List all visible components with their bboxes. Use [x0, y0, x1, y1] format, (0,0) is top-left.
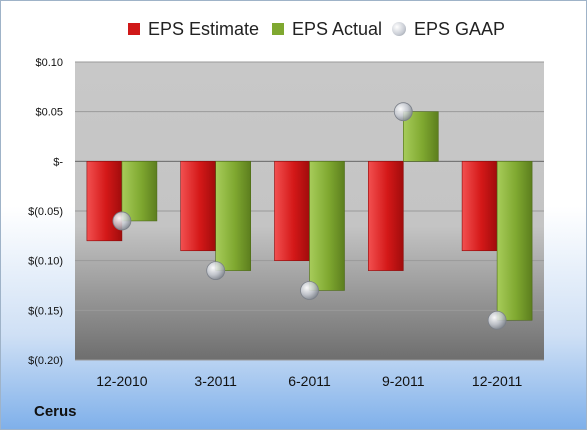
legend-swatch-estimate	[128, 23, 140, 35]
bar-eps-estimate	[180, 161, 216, 252]
legend-item-estimate: EPS Estimate	[128, 16, 259, 42]
point-eps-gaap	[393, 102, 413, 122]
point-eps-gaap	[300, 281, 319, 300]
legend-item-gaap: EPS GAAP	[392, 16, 505, 42]
bar-eps-actual	[309, 161, 345, 291]
y-tick-label: $-	[53, 156, 63, 168]
x-tick-label: 12-2010	[96, 373, 148, 389]
bar-eps-actual	[215, 161, 251, 271]
y-tick-label: $0.10	[35, 57, 63, 69]
y-axis-tick-labels: $0.10 $0.05 $- $(0.05) $(0.10) $(0.15) $(0.20)	[28, 57, 63, 367]
x-tick-label: 12-2011	[472, 373, 523, 389]
chart-legend: EPS Estimate EPS Actual EPS GAAP	[0, 16, 587, 42]
point-eps-gaap	[487, 310, 507, 330]
company-name: Cerus	[34, 403, 77, 420]
bar-eps-estimate	[86, 161, 123, 242]
point-eps-gaap	[206, 261, 226, 281]
bar-marks	[86, 111, 533, 321]
y-tick-label: $(0.05)	[28, 206, 63, 218]
x-axis-tick-labels: 12-2010 3-2011 6-2011 9-2011 12-2011	[96, 373, 522, 389]
bar-eps-estimate	[461, 161, 498, 252]
bar-eps-actual	[121, 161, 158, 222]
legend-item-actual: EPS Actual	[272, 16, 382, 42]
legend-label-estimate: EPS Estimate	[148, 18, 260, 39]
x-tick-label: 6-2011	[288, 373, 331, 389]
point-eps-gaap	[112, 211, 132, 231]
bar-eps-estimate	[274, 161, 310, 261]
y-tick-label: $0.05	[35, 107, 63, 119]
bar-eps-actual	[496, 161, 533, 321]
legend-label-gaap: EPS GAAP	[414, 18, 506, 39]
legend-label-actual: EPS Actual	[292, 18, 383, 39]
y-tick-label: $(0.10)	[28, 256, 63, 268]
x-tick-label: 9-2011	[382, 373, 425, 389]
legend-swatch-actual	[272, 23, 284, 35]
bar-eps-actual	[402, 111, 439, 162]
legend-swatch-gaap	[392, 22, 406, 36]
y-tick-label: $(0.15)	[28, 305, 63, 317]
bar-eps-estimate	[367, 161, 404, 271]
y-tick-label: $(0.20)	[28, 355, 63, 367]
x-tick-label: 3-2011	[194, 373, 237, 389]
gaap-points	[112, 102, 507, 330]
